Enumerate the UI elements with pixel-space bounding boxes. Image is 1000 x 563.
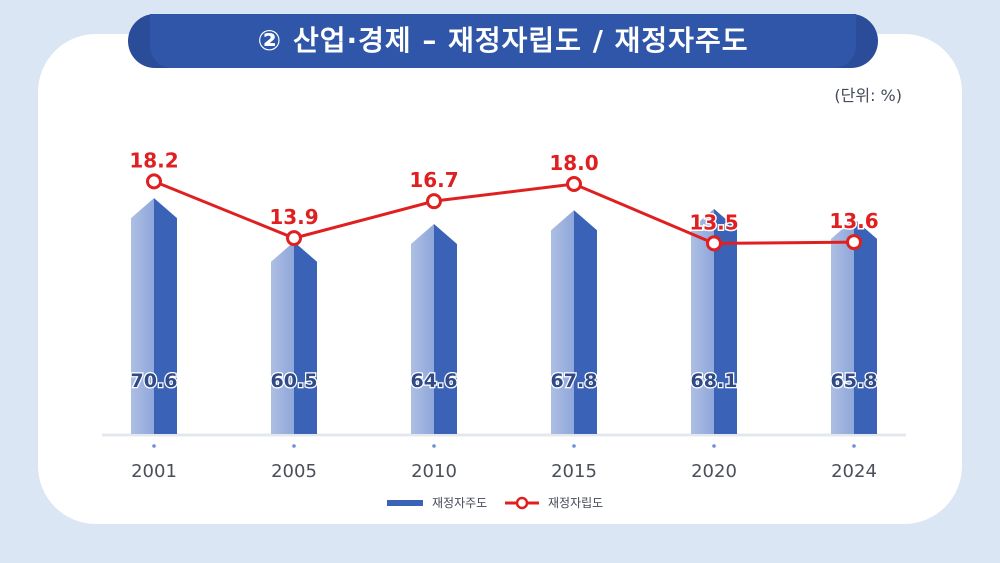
- line-series-path: [153, 179, 855, 245]
- bar-light-face: [831, 218, 854, 434]
- bar-value-label: 65.8: [831, 370, 878, 392]
- bar-value-label: 67.8: [551, 370, 598, 392]
- legend-bar-label: 재정자주도: [432, 496, 487, 510]
- bar-dark-face: [294, 241, 317, 434]
- bar-light-face: [551, 210, 574, 434]
- x-tick-dot: [572, 444, 576, 448]
- x-tick-label: 2020: [691, 461, 737, 482]
- x-tick-label: 2001: [131, 461, 177, 482]
- x-tick-dot: [852, 444, 856, 448]
- bar-dark-face: [574, 210, 597, 434]
- x-tick-label: 2024: [831, 461, 877, 482]
- x-tick-label: 2015: [551, 461, 597, 482]
- line-point: [846, 234, 862, 251]
- bar-light-face: [271, 241, 294, 434]
- x-tick-label: 2005: [271, 461, 317, 482]
- title-banner: ② 산업·경제 – 재정자립도 / 재정자주도: [128, 14, 878, 68]
- x-tick-dot: [432, 444, 436, 448]
- line-value-label: 18.0: [549, 151, 598, 175]
- line-value-label: 16.7: [409, 168, 458, 192]
- unit-label: (단위: %): [834, 86, 902, 105]
- x-tick-label: 2010: [411, 461, 457, 482]
- legend-bar-swatch: [387, 500, 423, 506]
- bar-dark-face: [154, 198, 177, 434]
- x-tick-dot: [712, 444, 716, 448]
- x-tick-dot: [152, 444, 156, 448]
- line-point: [706, 235, 722, 252]
- chart-title: ② 산업·경제 – 재정자립도 / 재정자주도: [257, 24, 749, 57]
- chart-card: [38, 34, 962, 524]
- bar-light-face: [691, 208, 714, 434]
- bar-dark-face: [714, 208, 737, 434]
- bar-dark-face: [434, 224, 457, 434]
- line-value-label: 13.9: [269, 205, 318, 229]
- legend-line-label: 재정자립도: [548, 496, 603, 510]
- line-point: [566, 176, 582, 192]
- bar-value-label: 68.1: [691, 370, 738, 392]
- title-bar: [128, 14, 878, 68]
- line-value-label: 18.2: [129, 148, 178, 172]
- legend-line-marker: [515, 496, 529, 510]
- line-value-label: 13.5: [689, 210, 738, 234]
- line-value-label: 13.6: [829, 209, 878, 233]
- bar-value-label: 70.6: [131, 370, 178, 392]
- bar-dark-face: [854, 218, 877, 434]
- line-point: [426, 193, 442, 210]
- bar-light-face: [411, 224, 434, 434]
- line-point: [286, 230, 302, 247]
- bar-light-face: [131, 198, 154, 434]
- bar-value-label: 60.5: [271, 370, 318, 392]
- bar-value-label: 64.6: [411, 370, 458, 392]
- line-point: [146, 173, 162, 190]
- x-tick-dot: [292, 444, 296, 448]
